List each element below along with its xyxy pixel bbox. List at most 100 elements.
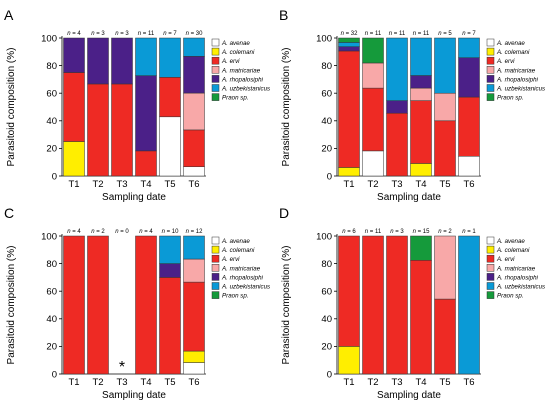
legend-label: A. avenae xyxy=(496,238,525,245)
legend-swatch xyxy=(211,264,220,272)
legend-label: A. uzbekistanicus xyxy=(496,284,545,291)
x-tick-label: T1 xyxy=(68,377,79,388)
legend-swatch xyxy=(211,93,220,101)
bar-segment xyxy=(386,100,408,114)
bar-segment xyxy=(362,37,384,64)
legend-swatch xyxy=(486,291,495,299)
chart-panel-c: C 0 20 40 60 80 100 Parasitoid composition (%) S… xyxy=(4,205,270,401)
legend-swatch xyxy=(486,236,495,245)
bar-segment xyxy=(458,57,480,98)
x-tick-label: T5 xyxy=(164,377,175,388)
bar-segment xyxy=(338,46,360,52)
legend-label: Praon sp. xyxy=(222,95,248,102)
n-label: n = 11 xyxy=(365,31,382,37)
legend-label: A. avenae xyxy=(221,238,250,245)
x-axis-title: Sampling date xyxy=(377,192,441,203)
bar-segment xyxy=(87,83,109,177)
n-label: n = 15 xyxy=(413,229,431,235)
y-tick-label: 100 xyxy=(316,231,332,242)
n-label: n = 3 xyxy=(390,229,404,235)
x-tick-label: T6 xyxy=(188,179,199,190)
y-tick-label: 60 xyxy=(321,89,332,100)
legend-swatch xyxy=(486,273,495,281)
x-tick-label: T6 xyxy=(463,377,474,388)
x-tick-label: T1 xyxy=(343,179,354,190)
bar-segment xyxy=(410,87,432,101)
legend-label: A. matricariae xyxy=(221,67,261,74)
bar-segment xyxy=(410,163,432,177)
bar-segment xyxy=(386,37,408,101)
bar-segment xyxy=(458,37,480,58)
bar-segment xyxy=(183,258,205,283)
bar-segment xyxy=(135,37,157,76)
legend-swatch xyxy=(211,236,220,245)
y-tick-label: 100 xyxy=(41,231,57,242)
bar-segment xyxy=(159,116,181,177)
bar-segment xyxy=(183,129,205,168)
legend-label: A. matricariae xyxy=(496,67,536,74)
legend-swatch xyxy=(486,38,495,47)
bar-segment xyxy=(63,37,85,73)
n-label: n = 4 xyxy=(67,229,81,235)
y-tick-label: 0 xyxy=(327,369,332,380)
n-label: n = 3 xyxy=(91,31,105,37)
legend-swatch xyxy=(486,93,495,101)
n-label: n = 11 xyxy=(365,229,382,235)
x-tick-label: T4 xyxy=(415,179,426,190)
bar-segment xyxy=(159,37,181,78)
bar-segment xyxy=(338,42,360,47)
legend-swatch xyxy=(211,273,220,281)
x-tick-label: T3 xyxy=(391,377,402,388)
legend-swatch xyxy=(211,56,220,65)
bar-segment xyxy=(183,37,205,57)
bar-segment xyxy=(434,120,456,177)
y-axis-title: Parasitoid composition (%) xyxy=(6,48,17,167)
x-tick-label: T3 xyxy=(116,377,127,388)
n-label: n = 2 xyxy=(91,229,105,235)
y-tick-label: 20 xyxy=(46,144,57,155)
n-label: n = 2 xyxy=(438,229,452,235)
legend-swatch xyxy=(486,282,495,290)
bar-segment xyxy=(111,37,133,85)
bar-segment xyxy=(362,235,384,375)
y-tick-label: 0 xyxy=(327,171,332,182)
legend-label: A. colemani xyxy=(496,49,530,56)
legend-swatch xyxy=(486,66,495,74)
bar-segment xyxy=(87,235,109,375)
legend-swatch xyxy=(211,84,220,92)
bar-segment xyxy=(338,50,360,168)
x-tick-label: T2 xyxy=(367,377,378,388)
x-tick-label: T5 xyxy=(439,377,450,388)
bar-segment xyxy=(434,235,456,300)
bar-segment xyxy=(159,277,181,375)
y-tick-label: 40 xyxy=(46,116,57,127)
x-tick-label: T6 xyxy=(188,377,199,388)
x-tick-label: T1 xyxy=(68,179,79,190)
y-tick-label: 80 xyxy=(46,259,57,270)
x-axis-title: Sampling date xyxy=(102,192,166,203)
x-axis-title: Sampling date xyxy=(102,390,166,401)
n-label: n = 7 xyxy=(163,31,177,37)
bar-segment xyxy=(338,37,360,43)
bar-segment xyxy=(135,75,157,152)
bar-segment xyxy=(183,56,205,94)
bar-segment xyxy=(159,77,181,118)
n-label: n = 0 xyxy=(115,229,129,235)
legend-swatch xyxy=(486,254,495,263)
n-label: n = 12 xyxy=(186,229,204,235)
legend-label: A. avenae xyxy=(221,40,250,47)
legend-swatch xyxy=(211,282,220,290)
legend-label: A. avenae xyxy=(496,40,525,47)
bar-segment xyxy=(63,141,85,177)
y-tick-label: 100 xyxy=(41,33,57,44)
bar-segment xyxy=(410,37,432,76)
bar-segment xyxy=(410,260,432,375)
x-tick-label: T3 xyxy=(116,179,127,190)
x-axis-title: Sampling date xyxy=(377,390,441,401)
legend-label: A. rhopalosiphi xyxy=(221,76,264,83)
bar-segment xyxy=(159,235,181,264)
legend-label: A. matricariae xyxy=(221,265,261,272)
legend-label: A. uzbekistanicus xyxy=(221,86,270,93)
bar-segment xyxy=(410,235,432,261)
bar-segment xyxy=(159,263,181,278)
